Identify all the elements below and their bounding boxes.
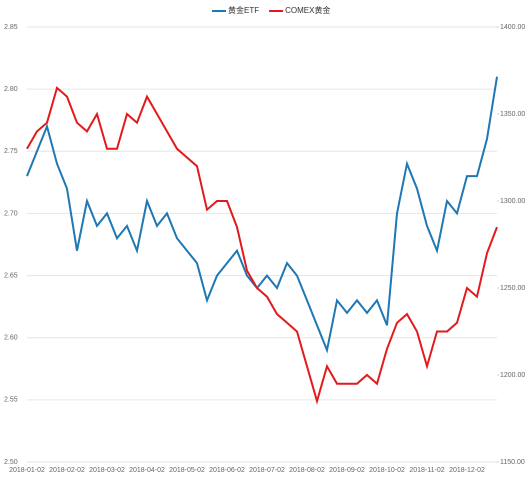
y-tick-label: 2.65 bbox=[4, 272, 18, 279]
y-tick-label: 2.75 bbox=[4, 148, 18, 155]
series-line bbox=[26, 76, 498, 354]
x-tick-label: 2018-12-02 bbox=[449, 467, 485, 474]
x-tick-label: 2018-09-02 bbox=[329, 467, 365, 474]
y2-tick-label: 1200.00 bbox=[500, 372, 525, 379]
x-tick-label: 2018-06-02 bbox=[209, 467, 245, 474]
y-tick-label: 2.70 bbox=[4, 210, 18, 217]
y2-tick-label: 1350.00 bbox=[500, 111, 525, 118]
y2-tick-label: 1250.00 bbox=[500, 285, 525, 292]
legend-label: COMEX黄金 bbox=[285, 5, 330, 15]
y2-tick-label: 1300.00 bbox=[500, 198, 525, 205]
y2-tick-label: 1150.00 bbox=[500, 459, 525, 466]
x-tick-label: 2018-05-02 bbox=[169, 467, 205, 474]
x-tick-label: 2018-01-02 bbox=[9, 467, 45, 474]
x-tick-label: 2018-04-02 bbox=[129, 467, 165, 474]
x-tick-label: 2018-03-02 bbox=[89, 467, 125, 474]
x-tick-label: 2018-10-02 bbox=[369, 467, 405, 474]
legend-label: 黄金ETF bbox=[228, 5, 259, 15]
x-tick-label: 2018-07-02 bbox=[249, 467, 285, 474]
y-tick-label: 2.55 bbox=[4, 397, 18, 404]
y-tick-label: 2.50 bbox=[4, 459, 18, 466]
series-line bbox=[26, 86, 498, 405]
y2-tick-label: 1400.00 bbox=[500, 24, 525, 31]
x-tick-label: 2018-11-02 bbox=[409, 467, 444, 474]
x-tick-label: 2018-02-02 bbox=[49, 467, 85, 474]
x-tick-label: 2018-08-02 bbox=[289, 467, 325, 474]
legend: 黄金ETF COMEX黄金 bbox=[212, 5, 330, 15]
y-tick-label: 2.80 bbox=[4, 86, 18, 93]
y-tick-label: 2.60 bbox=[4, 335, 18, 342]
y-tick-label: 2.85 bbox=[4, 24, 18, 31]
